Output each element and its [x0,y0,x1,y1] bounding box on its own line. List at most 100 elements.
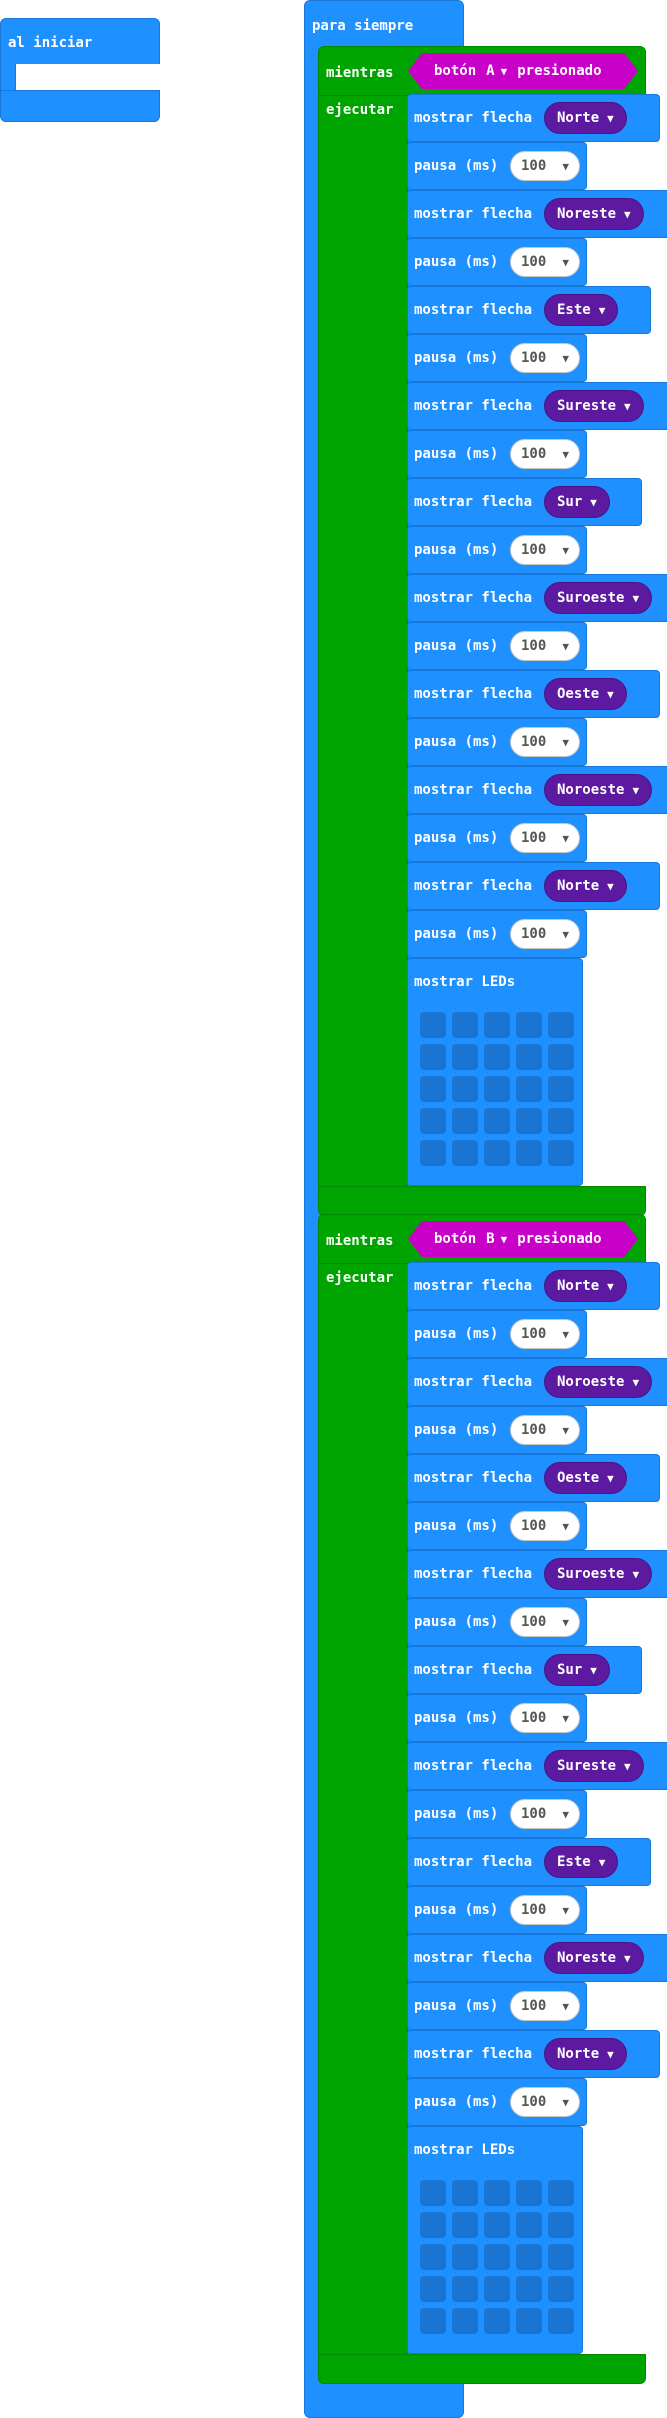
show-arrow-block[interactable] [407,1454,660,1502]
arrow-direction-dropdown[interactable]: Sur ▼ [544,486,610,518]
pause-duration-input[interactable]: 100 ▼ [510,247,580,277]
led-cell[interactable] [484,1044,510,1070]
led-cell[interactable] [548,2276,574,2302]
pause-duration-input[interactable]: 100 ▼ [510,1319,580,1349]
button-selector-dropdown[interactable]: A ▼ [486,63,507,79]
led-cell[interactable] [452,1076,478,1102]
led-cell[interactable] [548,1108,574,1134]
led-cell[interactable] [452,2244,478,2270]
pause-duration-input[interactable]: 100 ▼ [510,919,580,949]
led-cell[interactable] [516,1012,542,1038]
led-cell[interactable] [516,1044,542,1070]
led-cell[interactable] [516,1076,542,1102]
pause-duration-input[interactable]: 100 ▼ [510,1607,580,1637]
while-loop-block[interactable] [318,46,408,1216]
arrow-direction-value: Este [557,302,591,318]
led-cell[interactable] [452,1044,478,1070]
led-cell[interactable] [516,2212,542,2238]
led-cell[interactable] [548,1044,574,1070]
led-cell[interactable] [516,2244,542,2270]
led-cell[interactable] [548,1076,574,1102]
led-cell[interactable] [516,1140,542,1166]
arrow-direction-dropdown[interactable]: Suroeste ▼ [544,1558,653,1590]
pause-duration-input[interactable]: 100 ▼ [510,631,580,661]
led-cell[interactable] [420,1012,446,1038]
on-start-block[interactable]: al iniciar [0,18,160,66]
arrow-direction-value: Noroeste [557,782,625,798]
led-cell[interactable] [548,1140,574,1166]
led-cell[interactable] [420,1140,446,1166]
arrow-direction-dropdown[interactable]: Oeste ▼ [544,678,627,710]
show-arrow-label: mostrar flecha [414,590,533,606]
pause-duration-input[interactable]: 100 ▼ [510,439,580,469]
led-cell[interactable] [484,2276,510,2302]
led-cell[interactable] [420,2276,446,2302]
button-pressed-condition[interactable]: botón B ▼ presionado [408,1221,638,1257]
arrow-direction-dropdown[interactable]: Noroeste ▼ [544,774,653,806]
led-cell[interactable] [484,2180,510,2206]
pause-duration-input[interactable]: 100 ▼ [510,1703,580,1733]
led-cell[interactable] [516,2180,542,2206]
led-cell[interactable] [420,1108,446,1134]
arrow-direction-dropdown[interactable]: Este ▼ [544,1846,619,1878]
pause-block[interactable] [407,142,587,190]
led-cell[interactable] [516,1108,542,1134]
pause-duration-input[interactable]: 100 ▼ [510,727,580,757]
led-cell[interactable] [484,1076,510,1102]
pause-duration-input[interactable]: 100 ▼ [510,343,580,373]
arrow-direction-dropdown[interactable]: Norte ▼ [544,1270,627,1302]
led-cell[interactable] [452,1140,478,1166]
led-cell[interactable] [452,2276,478,2302]
led-cell[interactable] [548,1012,574,1038]
pause-duration-input[interactable]: 100 ▼ [510,535,580,565]
led-cell[interactable] [452,2212,478,2238]
arrow-direction-dropdown[interactable]: Sur ▼ [544,1654,610,1686]
led-cell[interactable] [420,1076,446,1102]
led-cell[interactable] [420,2244,446,2270]
show-arrow-block[interactable] [407,94,660,142]
while-loop-block[interactable] [318,1214,408,2384]
led-cell[interactable] [484,1012,510,1038]
arrow-direction-dropdown[interactable]: Sureste ▼ [544,390,644,422]
led-cell[interactable] [420,2180,446,2206]
pause-duration-input[interactable]: 100 ▼ [510,1895,580,1925]
led-cell[interactable] [516,2308,542,2334]
led-cell[interactable] [484,2308,510,2334]
led-cell[interactable] [452,2308,478,2334]
pause-duration-input[interactable]: 100 ▼ [510,1799,580,1829]
arrow-direction-dropdown[interactable]: Sureste ▼ [544,1750,644,1782]
led-cell[interactable] [484,2212,510,2238]
arrow-direction-dropdown[interactable]: Noroeste ▼ [544,1366,653,1398]
led-cell[interactable] [420,2212,446,2238]
led-cell[interactable] [452,2180,478,2206]
led-cell[interactable] [548,2244,574,2270]
led-cell[interactable] [452,1108,478,1134]
button-pressed-condition[interactable]: botón A ▼ presionado [408,53,638,89]
arrow-direction-dropdown[interactable]: Noreste ▼ [544,1942,644,1974]
arrow-direction-dropdown[interactable]: Este ▼ [544,294,619,326]
led-cell[interactable] [484,2244,510,2270]
arrow-direction-dropdown[interactable]: Noreste ▼ [544,198,644,230]
led-cell[interactable] [484,1108,510,1134]
pause-duration-input[interactable]: 100 ▼ [510,1415,580,1445]
pause-duration-input[interactable]: 100 ▼ [510,1991,580,2021]
pause-duration-input[interactable]: 100 ▼ [510,151,580,181]
arrow-direction-dropdown[interactable]: Norte ▼ [544,102,627,134]
arrow-direction-dropdown[interactable]: Norte ▼ [544,2038,627,2070]
arrow-direction-dropdown[interactable]: Norte ▼ [544,870,627,902]
caret-down-icon: ▼ [632,1375,640,1389]
led-cell[interactable] [420,2308,446,2334]
led-cell[interactable] [420,1044,446,1070]
arrow-direction-dropdown[interactable]: Suroeste ▼ [544,582,653,614]
arrow-direction-dropdown[interactable]: Oeste ▼ [544,1462,627,1494]
led-cell[interactable] [452,1012,478,1038]
pause-duration-input[interactable]: 100 ▼ [510,1511,580,1541]
pause-duration-input[interactable]: 100 ▼ [510,2087,580,2117]
pause-duration-input[interactable]: 100 ▼ [510,823,580,853]
led-cell[interactable] [548,2308,574,2334]
button-selector-dropdown[interactable]: B ▼ [486,1231,507,1247]
led-cell[interactable] [516,2276,542,2302]
led-cell[interactable] [548,2212,574,2238]
led-cell[interactable] [548,2180,574,2206]
led-cell[interactable] [484,1140,510,1166]
